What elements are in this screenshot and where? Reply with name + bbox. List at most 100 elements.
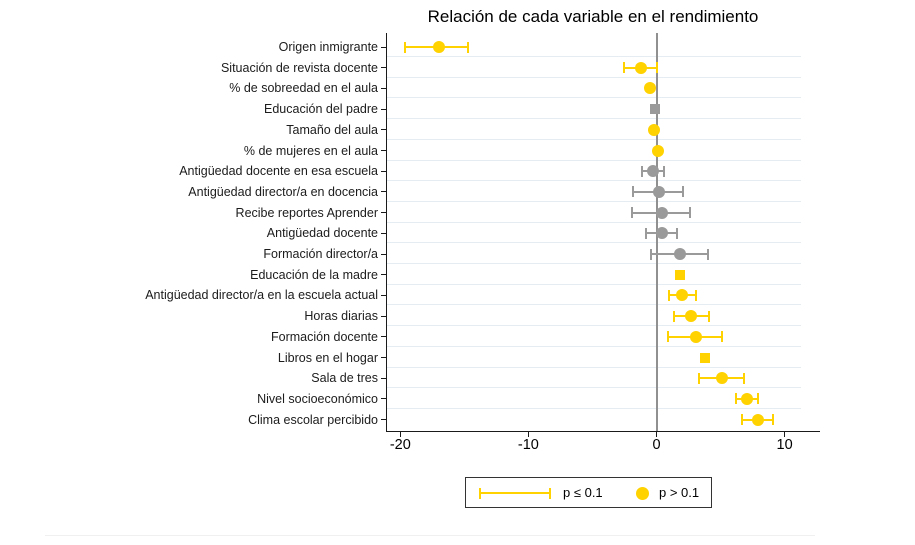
y-tick <box>380 315 386 317</box>
y-axis-label: Formación docente <box>270 329 378 344</box>
coef-marker-circle <box>653 185 666 198</box>
gridline <box>386 180 801 182</box>
gridline <box>386 97 801 99</box>
coef-marker-circle <box>655 227 668 240</box>
gridline <box>386 242 801 244</box>
y-tick <box>380 377 386 379</box>
legend-label-nonsignificant: p > 0.1 <box>659 485 700 500</box>
y-tick <box>380 253 386 255</box>
y-tick <box>380 398 386 400</box>
gridline <box>386 263 801 264</box>
x-tick <box>399 431 401 437</box>
legend-errorbar-right-cap <box>549 488 551 499</box>
gridline <box>386 283 801 285</box>
ci-left-cap <box>734 393 737 405</box>
y-tick <box>380 150 386 151</box>
ci-right-cap <box>655 62 658 74</box>
coef-marker-square <box>700 352 711 363</box>
ci-left-cap <box>697 372 700 384</box>
x-tick-label: -10 <box>517 437 539 453</box>
ci-left-cap <box>673 310 676 322</box>
y-axis-label: Antigüedad director/a en la escuela actu… <box>145 288 378 303</box>
legend-dot-sample <box>636 487 649 500</box>
coef-marker-circle <box>690 330 703 343</box>
ci-left-cap <box>623 62 626 74</box>
y-axis-label: Tamaño del aula <box>286 122 378 137</box>
ci-left-cap <box>632 186 635 198</box>
ci-right-cap <box>708 310 711 322</box>
ci-right-cap <box>467 41 470 53</box>
ci-right-cap <box>688 207 691 219</box>
coef-marker-circle <box>432 41 445 53</box>
ci-left-cap <box>650 248 653 260</box>
ci-right-cap <box>675 227 678 239</box>
y-axis-label: Educación del padre <box>264 102 378 117</box>
ci-left-cap <box>404 41 407 53</box>
coef-marker-square <box>650 104 661 115</box>
y-tick <box>380 212 386 214</box>
y-tick <box>380 294 386 296</box>
coef-marker-circle <box>651 144 664 157</box>
gridline <box>386 325 801 327</box>
y-axis-label: Antigüedad director/a en docencia <box>188 184 378 199</box>
x-tick <box>656 431 657 437</box>
y-axis-line <box>385 33 387 431</box>
x-tick-label: 0 <box>652 437 661 453</box>
gridline <box>386 76 801 78</box>
x-tick <box>784 431 786 437</box>
y-tick <box>380 67 386 69</box>
y-axis-label: % de sobreedad en el aula <box>229 81 378 96</box>
gridline <box>386 345 801 347</box>
y-axis-label: Sala de tres <box>311 371 378 386</box>
coef-marker-circle <box>647 123 660 136</box>
ci-right-cap <box>706 248 709 260</box>
figure-bottom-divider <box>45 535 815 536</box>
ci-right-cap <box>663 165 666 177</box>
ci-left-cap <box>641 165 644 177</box>
x-tick-label: -20 <box>389 437 411 453</box>
x-tick-label: 10 <box>776 437 793 453</box>
y-tick <box>380 170 386 172</box>
y-tick <box>380 87 386 89</box>
x-tick <box>527 431 529 437</box>
ci-left-cap <box>645 227 648 239</box>
gridline <box>386 200 801 202</box>
y-axis-label: Recibe reportes Aprender <box>235 205 378 220</box>
coef-marker-square <box>674 269 685 280</box>
y-tick <box>380 46 386 48</box>
ci-right-cap <box>695 289 698 301</box>
legend-errorbar-left-cap <box>479 488 481 499</box>
x-axis-line <box>385 431 820 432</box>
y-tick <box>380 336 386 338</box>
ci-left-cap <box>668 289 671 301</box>
y-axis-label: Origen inmigrante <box>278 40 378 54</box>
ci-right-cap <box>720 331 723 343</box>
y-tick <box>380 357 386 358</box>
gridline <box>386 56 801 57</box>
ci-right-cap <box>682 186 685 198</box>
y-tick <box>380 232 386 234</box>
y-axis-label: Horas diarias <box>304 309 378 324</box>
coef-marker-circle <box>644 82 657 95</box>
legend: p ≤ 0.1 p > 0.1 <box>465 477 712 508</box>
ci-left-cap <box>667 331 670 343</box>
y-axis-label: Formación director/a <box>263 247 378 261</box>
y-tick <box>380 129 386 131</box>
gridline <box>386 304 801 306</box>
gridline <box>386 366 801 368</box>
y-axis-label: Antigüedad docente en esa escuela <box>179 164 378 179</box>
y-axis-label: Educación de la madre <box>250 267 378 282</box>
y-tick <box>380 274 386 276</box>
coef-marker-circle <box>646 165 659 178</box>
y-axis-label: Nivel socioeconómico <box>257 391 378 406</box>
ci-left-cap <box>631 207 634 219</box>
y-axis-label: Antigüedad docente <box>266 226 378 241</box>
legend-label-significant: p ≤ 0.1 <box>563 485 603 500</box>
coef-marker-circle <box>655 206 668 219</box>
coef-marker-circle <box>635 61 648 74</box>
y-axis-label: Libros en el hogar <box>277 350 378 365</box>
gridline <box>386 387 801 389</box>
y-axis-label: Clima escolar percibido <box>248 412 378 427</box>
y-axis-label: Situación de revista docente <box>220 60 378 75</box>
